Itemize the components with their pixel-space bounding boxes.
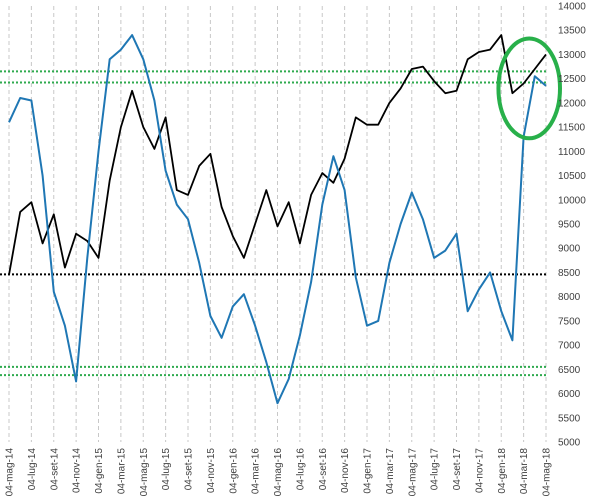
x-tick-label-18: 04-mag-17 — [407, 448, 418, 496]
x-tick-label-13: 04-lug-16 — [295, 448, 306, 491]
y-tick-label-17: 5500 — [558, 413, 581, 424]
y-tick-label-3: 12500 — [558, 74, 586, 85]
y-tick-label-6: 11000 — [558, 147, 586, 158]
x-tick-label-7: 04-lug-15 — [161, 448, 172, 491]
x-tick-label-21: 04-nov-17 — [474, 448, 485, 493]
y-tick-label-14: 7000 — [558, 341, 581, 352]
highlight-circle-group — [496, 36, 562, 141]
x-tick-label-1: 04-lug-14 — [27, 448, 38, 491]
x-tick-label-4: 04-gen-15 — [94, 448, 105, 494]
y-tick-label-1: 13500 — [558, 26, 586, 37]
y-tick-label-16: 6000 — [558, 389, 581, 400]
y-tick-label-11: 8500 — [558, 268, 581, 279]
reference-lines — [0, 70, 548, 377]
x-tick-label-16: 04-gen-17 — [363, 448, 374, 494]
x-tick-label-9: 04-nov-15 — [206, 448, 217, 493]
x-tick-label-24: 04-mag-18 — [542, 448, 553, 496]
y-tick-label-2: 13000 — [558, 50, 586, 61]
x-tick-label-15: 04-nov-16 — [340, 448, 351, 493]
x-tick-label-0: 04-mag-14 — [5, 448, 16, 496]
y-tick-label-4: 12000 — [558, 98, 586, 109]
x-tick-label-14: 04-set-16 — [318, 448, 329, 491]
y-tick-label-9: 9500 — [558, 220, 581, 231]
y-axis: 14000 13500 13000 12500 12000 11500 11000 10500… — [558, 2, 586, 449]
x-tick-label-3: 04-nov-14 — [72, 448, 83, 493]
x-tick-label-23: 04-mar-18 — [519, 448, 530, 495]
y-tick-label-8: 10000 — [558, 195, 586, 206]
y-tick-label-10: 9000 — [558, 244, 581, 255]
x-tick-label-19: 04-lug-17 — [430, 448, 441, 491]
x-tick-label-2: 04-set-14 — [49, 448, 60, 491]
series-line-0 — [8, 34, 547, 276]
y-tick-label-12: 8000 — [558, 292, 581, 303]
y-tick-label-0: 14000 — [558, 2, 586, 13]
x-tick-label-11: 04-mar-16 — [251, 448, 262, 495]
series-line-1 — [8, 34, 547, 405]
series-lines — [8, 34, 547, 405]
x-tick-label-8: 04-set-15 — [184, 448, 195, 491]
x-tick-label-22: 04-gen-18 — [497, 448, 508, 494]
x-tick-label-12: 04-mag-16 — [273, 448, 284, 496]
y-tick-label-5: 11500 — [558, 123, 586, 134]
y-tick-label-7: 10500 — [558, 171, 586, 182]
x-tick-label-5: 04-mar-15 — [116, 448, 127, 495]
vertical-gridlines — [8, 6, 547, 442]
y-tick-label-18: 5000 — [558, 438, 581, 449]
x-tick-label-17: 04-mar-17 — [385, 448, 396, 495]
y-tick-label-13: 7500 — [558, 316, 581, 327]
y-tick-label-15: 6500 — [558, 365, 581, 376]
x-tick-label-6: 04-mag-15 — [139, 448, 150, 496]
x-tick-label-20: 04-set-17 — [452, 448, 463, 491]
x-tick-label-10: 04-gen-16 — [228, 448, 239, 494]
x-axis: 04-mag-14 04-lug-14 04-set-14 04-nov-14 04-g… — [5, 448, 553, 496]
highlight-circle — [496, 36, 562, 141]
